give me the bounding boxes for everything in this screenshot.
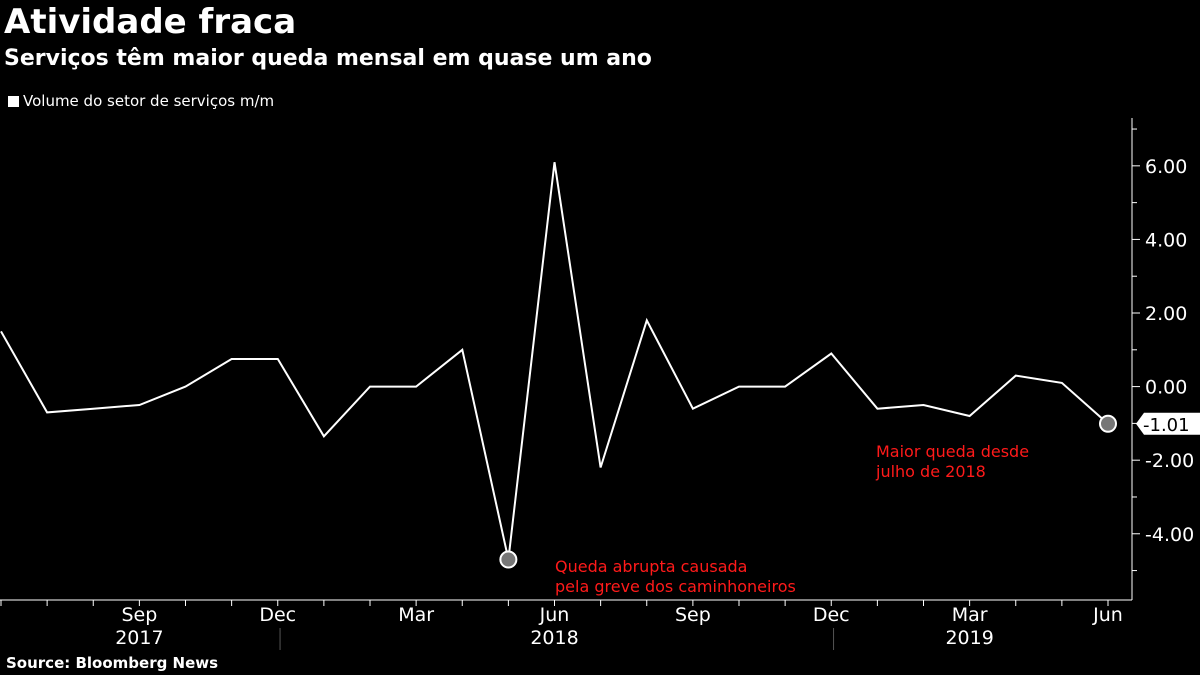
x-tick-label: Mar [952,604,988,626]
highlight-marker [499,550,518,569]
y-tick-label: 4.00 [1145,229,1187,251]
y-tick-label: -4.00 [1145,524,1194,546]
x-year-label: 2018 [530,627,578,649]
chart-title: Atividade fraca [4,2,297,42]
annotation-text: Queda abrupta causada [555,557,747,576]
annotation-text: Maior queda desde [876,442,1029,461]
x-tick-label: Jun [1092,604,1123,626]
legend: Volume do setor de serviços m/m [8,90,274,112]
x-tick-label: Jun [539,604,570,626]
y-tick-label: 2.00 [1145,303,1187,325]
series-line [0,162,1109,560]
last-value-label: -1.01 [1143,415,1190,436]
x-tick-label: Dec [813,604,850,626]
y-tick-label: -2.00 [1145,450,1194,472]
source-note: Source: Bloomberg News [6,654,219,672]
x-year-label: 2019 [945,627,993,649]
legend-swatch [8,95,19,107]
x-tick-label: Dec [259,604,296,626]
last-value-badge [1136,412,1200,435]
chart-subtitle: Serviços têm maior queda mensal em quase… [4,46,652,71]
highlight-marker [1099,414,1117,433]
y-tick-label: 0.00 [1145,377,1187,399]
x-year-label: 2017 [115,627,163,649]
legend-label: Volume do setor de serviços m/m [23,92,275,110]
x-tick-label: Sep [675,604,711,626]
x-tick-label: Mar [398,604,434,626]
annotation-text: julho de 2018 [875,462,986,481]
y-tick-label: 6.00 [1145,156,1187,178]
annotation-text: pela greve dos caminhoneiros [555,577,796,596]
x-tick-label: Sep [121,604,157,626]
